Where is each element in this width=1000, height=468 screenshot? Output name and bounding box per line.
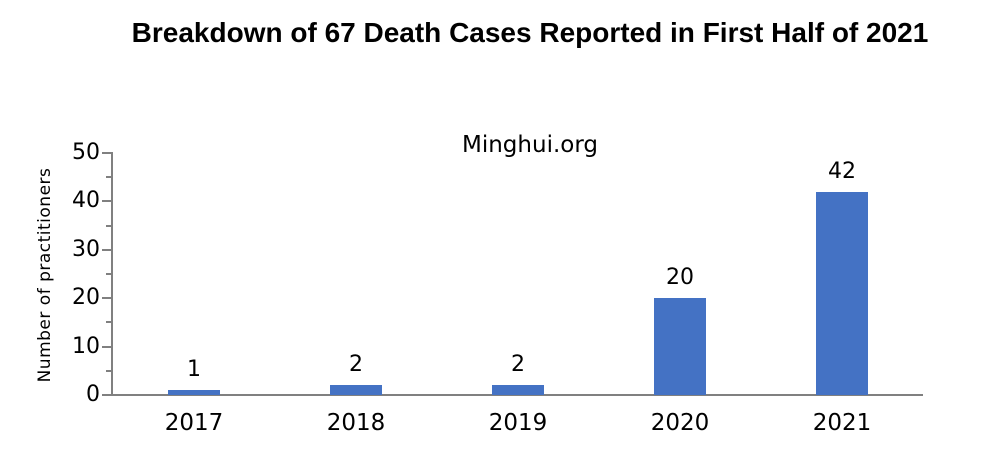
x-axis-line xyxy=(111,394,923,396)
bar-value-label-2019: 2 xyxy=(511,352,525,378)
chart-title: Breakdown of 67 Death Cases Reported in … xyxy=(131,17,929,48)
y-minor-tick xyxy=(106,369,111,372)
y-major-tick xyxy=(102,297,111,300)
y-minor-tick xyxy=(106,176,111,179)
x-category-label-2018: 2018 xyxy=(326,410,386,436)
bar-2020 xyxy=(654,298,706,395)
bar-value-label-2021: 42 xyxy=(828,158,856,184)
y-tick-label: 0 xyxy=(86,382,100,407)
y-minor-tick xyxy=(106,224,111,227)
bar-2019 xyxy=(492,385,544,395)
y-major-tick xyxy=(102,200,111,203)
y-axis-line xyxy=(111,152,113,396)
y-tick-label: 50 xyxy=(72,140,100,165)
x-category-label-2019: 2019 xyxy=(488,410,548,436)
y-major-tick xyxy=(102,345,111,348)
bar-value-label-2020: 20 xyxy=(666,265,694,291)
y-major-tick xyxy=(102,394,111,396)
x-category-label-2020: 2020 xyxy=(650,410,710,436)
x-category-label-2021: 2021 xyxy=(812,410,872,436)
chart-subtitle: Minghui.org xyxy=(462,132,598,158)
y-major-tick xyxy=(102,248,111,251)
y-minor-tick xyxy=(106,321,111,324)
y-tick-label: 20 xyxy=(72,285,100,311)
bar-2017 xyxy=(168,390,220,395)
bar-2021 xyxy=(816,191,868,395)
bar-value-label-2017: 1 xyxy=(187,357,201,383)
y-minor-tick xyxy=(106,273,111,275)
y-tick-label: 40 xyxy=(72,188,100,214)
y-tick-label: 30 xyxy=(72,236,100,262)
bar-2018 xyxy=(330,385,382,395)
bar-value-label-2018: 2 xyxy=(349,352,363,378)
y-major-tick xyxy=(102,152,111,154)
y-tick-label: 10 xyxy=(72,333,100,359)
x-category-label-2017: 2017 xyxy=(164,410,224,436)
